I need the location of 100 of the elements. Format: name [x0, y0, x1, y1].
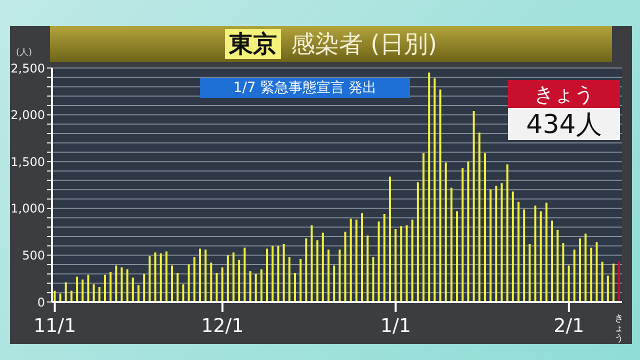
- bar: [350, 218, 352, 302]
- bar: [540, 211, 542, 302]
- bar: [484, 153, 486, 302]
- bar: [210, 262, 212, 302]
- y-axis-title: (人): [16, 46, 32, 59]
- bar: [439, 90, 442, 302]
- bar: [305, 238, 308, 302]
- bar: [266, 248, 268, 302]
- bar: [328, 250, 330, 302]
- bar: [193, 257, 196, 302]
- bar: [216, 272, 218, 302]
- chart-title: 東京: [224, 29, 281, 59]
- bar: [518, 202, 520, 302]
- y-tick-label: 1,000: [10, 202, 45, 216]
- bar: [115, 265, 118, 302]
- bar: [98, 287, 100, 302]
- bar: [188, 264, 190, 302]
- bar: [355, 220, 358, 302]
- x-tick-label: 2/1: [554, 315, 584, 337]
- bar: [132, 278, 134, 302]
- bar: [523, 209, 526, 302]
- bar: [138, 285, 140, 302]
- bar: [406, 225, 408, 302]
- bar: [316, 240, 318, 302]
- bar: [182, 284, 184, 302]
- bar: [82, 280, 84, 302]
- bar: [606, 276, 609, 302]
- bar: [110, 272, 112, 302]
- bar: [562, 243, 564, 302]
- bar: [394, 228, 397, 302]
- x-tick-label: 11/1: [33, 315, 76, 337]
- bar: [254, 274, 257, 302]
- bar: [428, 72, 430, 302]
- bar: [226, 255, 229, 302]
- bar: [578, 238, 581, 302]
- bar: [383, 214, 386, 302]
- bar: [221, 267, 224, 302]
- bar: [551, 220, 554, 302]
- bar: [444, 162, 447, 302]
- bar: [556, 230, 559, 302]
- bar: [64, 282, 67, 302]
- bar: [171, 265, 174, 302]
- chart-subtitle: 感染者 (日別): [290, 29, 438, 60]
- bar: [232, 252, 234, 302]
- bar: [87, 274, 90, 302]
- bar: [422, 153, 424, 302]
- bar: [120, 267, 123, 302]
- bar: [104, 274, 106, 302]
- bar: [490, 190, 492, 302]
- bar: [388, 176, 391, 302]
- bar: [528, 244, 531, 302]
- bar: [160, 253, 162, 302]
- bar: [338, 250, 341, 302]
- bar: [366, 236, 369, 302]
- bar: [165, 251, 168, 302]
- bar: [618, 261, 620, 302]
- bar: [154, 252, 156, 302]
- bar: [176, 272, 179, 302]
- bar: [333, 265, 336, 302]
- bar: [596, 242, 598, 302]
- caption-box: きょう: [508, 80, 620, 108]
- bar: [260, 269, 262, 302]
- bar: [272, 246, 274, 302]
- bar: [456, 211, 458, 302]
- bar: [148, 256, 151, 302]
- bar: [344, 232, 346, 302]
- bar: [361, 213, 364, 302]
- bar: [378, 222, 380, 302]
- caption-box: 434人: [508, 108, 620, 140]
- bar: [568, 265, 570, 302]
- bar: [612, 264, 614, 302]
- bar: [416, 182, 419, 302]
- y-tick-label: 2,000: [10, 108, 45, 122]
- bar: [434, 78, 436, 302]
- bar: [495, 186, 498, 302]
- bar: [467, 162, 470, 302]
- bar: [92, 284, 95, 302]
- bar: [478, 132, 480, 302]
- y-tick-label: 500: [22, 248, 45, 262]
- bar: [601, 262, 604, 302]
- bar: [500, 183, 503, 302]
- y-tick-label: 1,500: [10, 154, 45, 169]
- bar: [545, 202, 548, 302]
- bar: [372, 257, 374, 302]
- bar: [584, 234, 587, 302]
- bar: [400, 226, 402, 302]
- bar: [472, 111, 475, 302]
- bar: [238, 260, 240, 302]
- bar: [282, 244, 285, 302]
- bar: [198, 248, 201, 302]
- bar: [244, 248, 246, 302]
- x-tick-label: 12/1: [201, 315, 244, 337]
- y-tick-label: 0: [37, 295, 45, 310]
- bar: [450, 188, 452, 302]
- bar: [204, 250, 207, 302]
- bar: [310, 225, 313, 302]
- x-tick-label: 1/1: [380, 315, 411, 337]
- bar: [590, 248, 592, 302]
- bar: [322, 232, 324, 302]
- caption-box: 1/7 緊急事態宣言 発出: [200, 78, 410, 98]
